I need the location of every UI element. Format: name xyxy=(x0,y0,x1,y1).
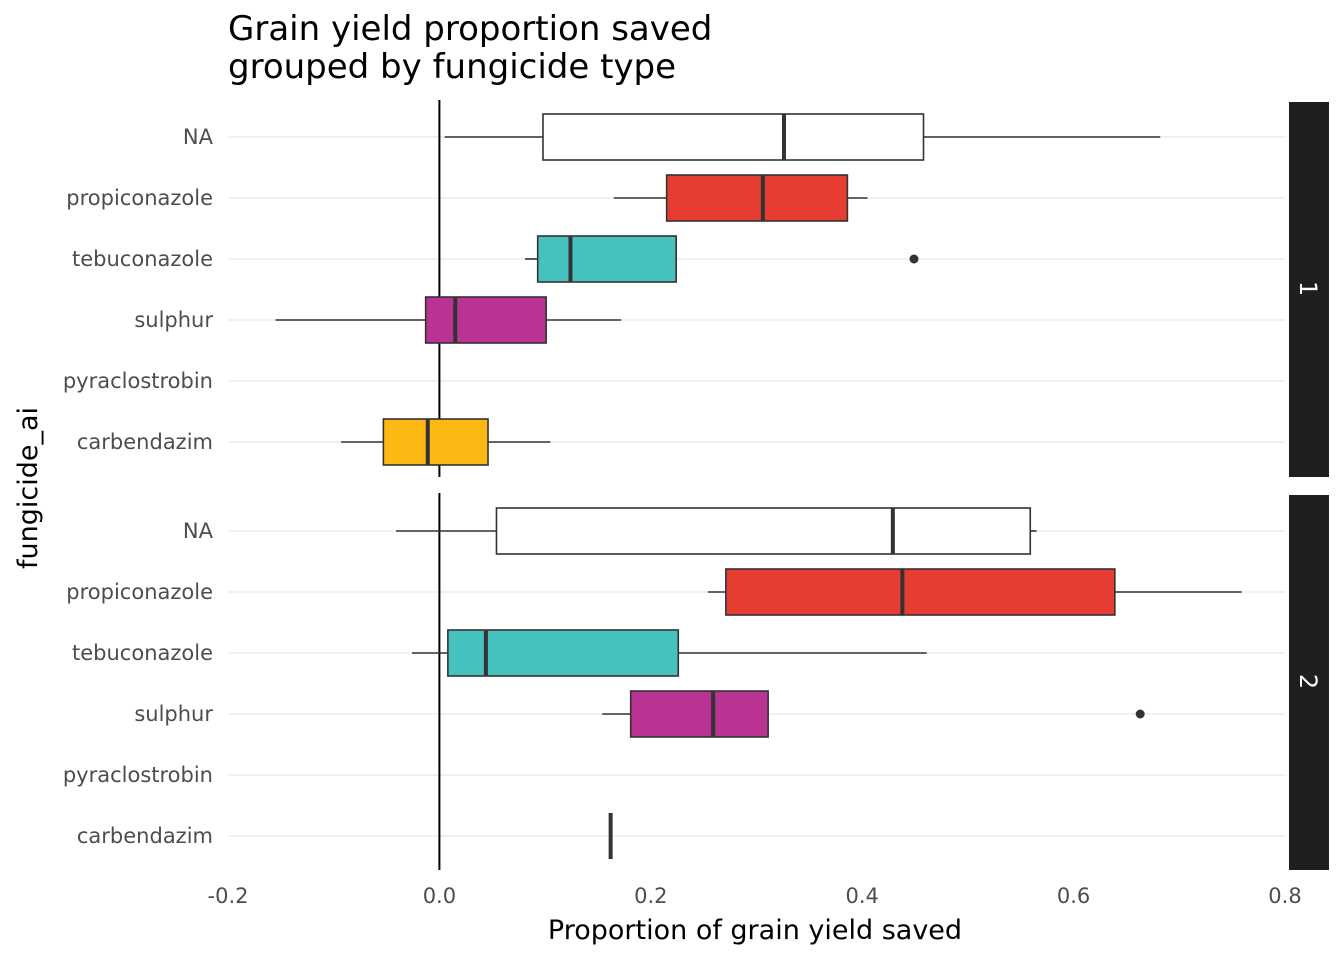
facet-strip-label: 1 xyxy=(1294,281,1322,296)
category-label: pyraclostrobin xyxy=(63,369,213,393)
facet-strip xyxy=(1289,102,1329,477)
x-axis: -0.2 0.0 0.2 0.4 0.6 0.8 xyxy=(208,884,1302,908)
x-tick-label: 0.2 xyxy=(634,884,667,908)
box-body xyxy=(382,418,489,466)
chart-title-line-1: Grain yield proportion saved xyxy=(228,9,712,49)
outlier-point xyxy=(909,254,919,264)
box-body xyxy=(725,568,1116,616)
x-tick-label: 0.0 xyxy=(423,884,456,908)
x-tick-label: -0.2 xyxy=(208,884,249,908)
box-body xyxy=(665,174,849,222)
facet-strip xyxy=(1289,495,1329,870)
box-body xyxy=(536,235,677,283)
category-label: tebuconazole xyxy=(72,247,213,271)
category-label: carbendazim xyxy=(77,430,213,454)
box-tebuconazole xyxy=(411,629,927,677)
category-label: NA xyxy=(183,519,214,543)
category-label: NA xyxy=(183,125,214,149)
box-NA xyxy=(396,507,1037,555)
category-label: propiconazole xyxy=(66,580,213,604)
box-body xyxy=(542,113,925,161)
box-NA xyxy=(444,113,1161,161)
box-body xyxy=(495,507,1032,555)
box-body xyxy=(424,296,547,344)
category-label: sulphur xyxy=(134,308,213,332)
category-label: pyraclostrobin xyxy=(63,763,213,787)
panel-2: NA propiconazole tebuconazole sulphur pyracl… xyxy=(63,493,1329,870)
box-tebuconazole xyxy=(525,235,919,283)
chart-title-line-2: grouped by fungicide type xyxy=(228,47,676,87)
box-sulphur xyxy=(602,690,1145,738)
y-axis-title: fungicide_ai xyxy=(13,407,44,569)
panel-1: NA propiconazole tebuconazole sulphur pyracl… xyxy=(63,100,1329,477)
box-body xyxy=(629,690,769,738)
facet-panels: NA propiconazole tebuconazole sulphur pyracl… xyxy=(63,100,1329,870)
category-label: carbendazim xyxy=(77,824,213,848)
box-propiconazole xyxy=(707,568,1242,616)
box-sulphur xyxy=(275,296,622,344)
box-carbendazim xyxy=(341,418,551,466)
outlier-point xyxy=(1135,709,1145,719)
facet-strip-label: 2 xyxy=(1294,674,1322,689)
x-tick-label: 0.4 xyxy=(845,884,878,908)
x-axis-title: Proportion of grain yield saved xyxy=(548,915,962,946)
category-label: propiconazole xyxy=(66,186,213,210)
x-tick-label: 0.6 xyxy=(1057,884,1090,908)
x-tick-label: 0.8 xyxy=(1268,884,1301,908)
box-propiconazole xyxy=(613,174,868,222)
category-label: sulphur xyxy=(134,702,213,726)
category-label: tebuconazole xyxy=(72,641,213,665)
box-body xyxy=(447,629,680,677)
